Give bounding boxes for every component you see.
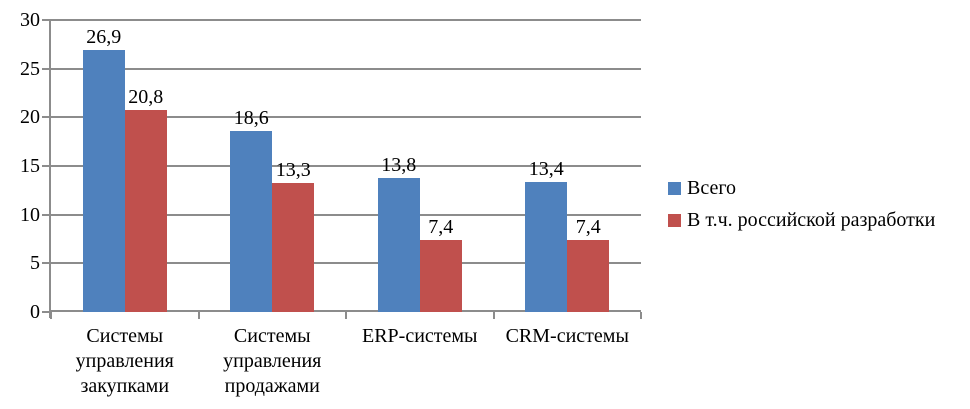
bar: [272, 182, 315, 312]
legend-swatch-russian: [668, 213, 681, 227]
data-label: 13,3: [275, 158, 311, 181]
gridline: [51, 213, 641, 216]
data-label: 13,8: [381, 153, 417, 176]
y-tick-label: 10: [20, 203, 40, 226]
legend-label-russian: В т.ч. российской разработки: [687, 209, 936, 231]
data-label: 7,4: [575, 215, 601, 238]
y-tick: [42, 19, 49, 21]
category-label: Системы управления продажами: [223, 325, 322, 397]
gridline: [51, 262, 641, 265]
data-label: 13,4: [528, 157, 564, 180]
legend-item-russian: В т.ч. российской разработки: [668, 208, 935, 232]
category-label: Системы управления закупками: [75, 325, 174, 397]
data-label: 7,4: [428, 215, 454, 238]
plot-area: 26,9 20,8 18,6 13,3 13,8 7,4 13,4 7,4: [42, 19, 642, 319]
bar: [230, 130, 273, 312]
category-label: ERP-системы: [361, 325, 478, 347]
y-tick-label: 0: [30, 301, 40, 323]
x-tick: [345, 312, 347, 319]
data-label: 20,8: [128, 85, 164, 108]
y-tick: [42, 262, 49, 265]
legend-label-total: Всего: [687, 177, 737, 199]
bar: [124, 109, 167, 312]
x-tick: [50, 312, 52, 319]
gridline: [51, 165, 641, 167]
y-tick: [42, 165, 49, 167]
category-label: CRM-системы: [505, 325, 629, 347]
legend-swatch-total: [668, 181, 681, 195]
y-tick-label: 15: [20, 155, 40, 177]
data-label: 18,6: [233, 106, 269, 129]
data-label: 26,9: [86, 26, 122, 49]
y-tick: [42, 116, 49, 119]
y-tick-label: 5: [30, 252, 40, 275]
gridline: [51, 67, 641, 70]
y-tick: [42, 67, 49, 70]
bar: [525, 181, 568, 312]
bar: [567, 239, 610, 312]
legend: Всего В т.ч. российской разработки: [668, 176, 935, 232]
bar: [419, 239, 462, 312]
y-axis-line: [49, 19, 51, 318]
x-tick: [640, 312, 642, 319]
x-tick: [492, 312, 495, 319]
bar: [82, 50, 125, 312]
x-tick: [197, 312, 200, 319]
x-axis-line: [49, 310, 641, 312]
bar: [377, 177, 420, 312]
gridline: [51, 19, 641, 21]
legend-item-total: Всего: [668, 176, 935, 200]
y-tick: [42, 213, 49, 216]
y-tick-label: 30: [20, 9, 40, 31]
y-tick-label: 25: [20, 57, 40, 80]
gridline: [51, 116, 641, 119]
y-tick-label: 20: [20, 106, 40, 129]
y-tick: [42, 311, 49, 313]
